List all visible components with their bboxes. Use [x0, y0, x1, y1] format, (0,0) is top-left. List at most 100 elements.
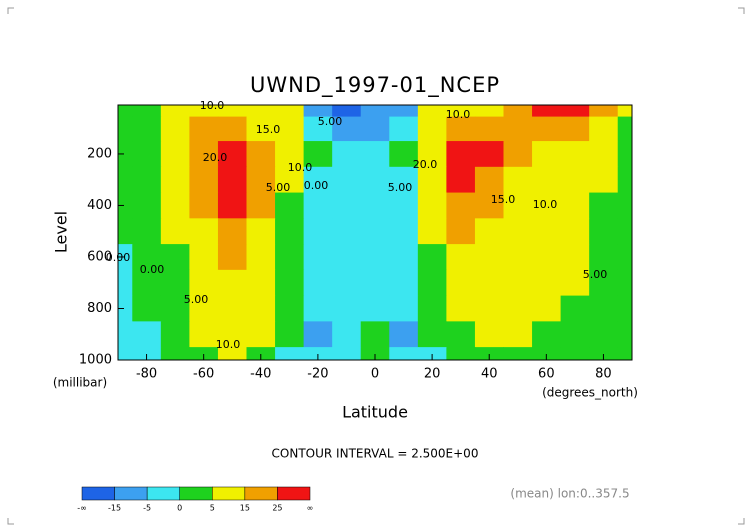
y-tick-label: 600 [87, 249, 112, 264]
field-cell [532, 218, 562, 245]
field-cell [118, 105, 133, 118]
contour-label: 10.0 [533, 198, 558, 211]
field-cell [160, 105, 190, 118]
field-cell [389, 141, 419, 168]
field-cell [589, 321, 619, 348]
colorbar-box [179, 486, 213, 501]
field-cell [303, 116, 333, 142]
field-cell [532, 347, 562, 361]
contour-label: 5.00 [184, 293, 209, 306]
field-cell [560, 192, 590, 219]
field-cell [360, 295, 390, 322]
field-cell [189, 244, 219, 271]
field-cell [446, 218, 476, 245]
field-cell [217, 269, 247, 297]
field-cell [589, 347, 619, 361]
field-cell [417, 116, 447, 142]
field-cell [217, 218, 247, 245]
field-cell [246, 166, 276, 194]
field-cell [560, 218, 590, 245]
field-cell [560, 347, 590, 361]
axes: -80 -60 -40 -20 0 20 40 60 80 200 400 600 800 1000 10.… [79, 99, 633, 382]
field-cell [389, 244, 419, 271]
field-cell [389, 218, 419, 245]
field-cell [560, 166, 590, 194]
contour-label: 20.0 [413, 158, 438, 171]
field-cell [303, 269, 333, 297]
field-cell [474, 347, 504, 361]
field-cell [417, 141, 447, 168]
field-cell [118, 192, 133, 219]
field-cell [532, 166, 562, 194]
contour-field [118, 105, 633, 361]
field-cell [560, 116, 590, 142]
field-cell [332, 105, 362, 118]
y-axis-unit: (millibar) [53, 376, 107, 390]
field-cell [246, 218, 276, 245]
field-cell [275, 141, 305, 168]
x-tick-label: -20 [307, 367, 328, 382]
field-cell [532, 321, 562, 348]
field-cell [360, 116, 390, 142]
field-cell [275, 166, 305, 194]
field-cell [474, 116, 504, 142]
field-cell [503, 192, 533, 219]
field-cell [617, 141, 633, 168]
field-cell [160, 192, 190, 219]
field-cell [332, 166, 362, 194]
x-tick-label: 80 [595, 367, 612, 382]
field-cell [275, 116, 305, 142]
x-tick-label: 20 [424, 367, 441, 382]
field-cell [417, 244, 447, 271]
field-cell [360, 192, 390, 219]
field-cell [332, 269, 362, 297]
field-cell [118, 116, 133, 142]
colorbar-label: -5 [143, 504, 151, 513]
contour-label: 5.00 [583, 268, 608, 281]
contour-label: 0.00 [140, 263, 165, 276]
field-cell [589, 116, 619, 142]
field-cell [217, 321, 247, 348]
field-cell [417, 218, 447, 245]
y-tick-label: 200 [87, 146, 112, 161]
field-cell [446, 116, 476, 142]
field-cell [160, 321, 190, 348]
field-cell [474, 192, 504, 219]
field-cell [303, 141, 333, 168]
field-cell [389, 192, 419, 219]
field-cell [474, 321, 504, 348]
field-cell [589, 141, 619, 168]
field-cell [503, 244, 533, 271]
colorbar-box [277, 486, 311, 501]
colorbar-label: 25 [272, 504, 282, 513]
field-cell [389, 166, 419, 194]
field-cell [118, 347, 133, 361]
field-cell [275, 218, 305, 245]
contour-label: 10.0 [216, 338, 241, 351]
field-cell [132, 269, 162, 297]
field-cell [589, 244, 619, 271]
field-cell [217, 166, 247, 194]
field-cell [446, 192, 476, 219]
field-cell [217, 105, 247, 118]
contour-label: 5.00 [318, 115, 343, 128]
field-cell [360, 105, 390, 118]
contour-label: 20.0 [203, 151, 228, 164]
x-tick-label: -80 [136, 367, 157, 382]
field-cell [189, 295, 219, 322]
field-cell [589, 166, 619, 194]
field-cell [360, 141, 390, 168]
field-cell [503, 166, 533, 194]
field-cell [189, 192, 219, 219]
contour-label: 0.00 [106, 251, 131, 264]
contour-label: 10.0 [288, 161, 313, 174]
field-cell [118, 321, 133, 348]
field-cell [617, 244, 633, 271]
field-cell [303, 192, 333, 219]
field-cell [118, 244, 133, 271]
field-cell [275, 192, 305, 219]
y-tick-label: 1000 [79, 353, 112, 368]
field-cell [503, 105, 533, 118]
field-cell [118, 141, 133, 168]
